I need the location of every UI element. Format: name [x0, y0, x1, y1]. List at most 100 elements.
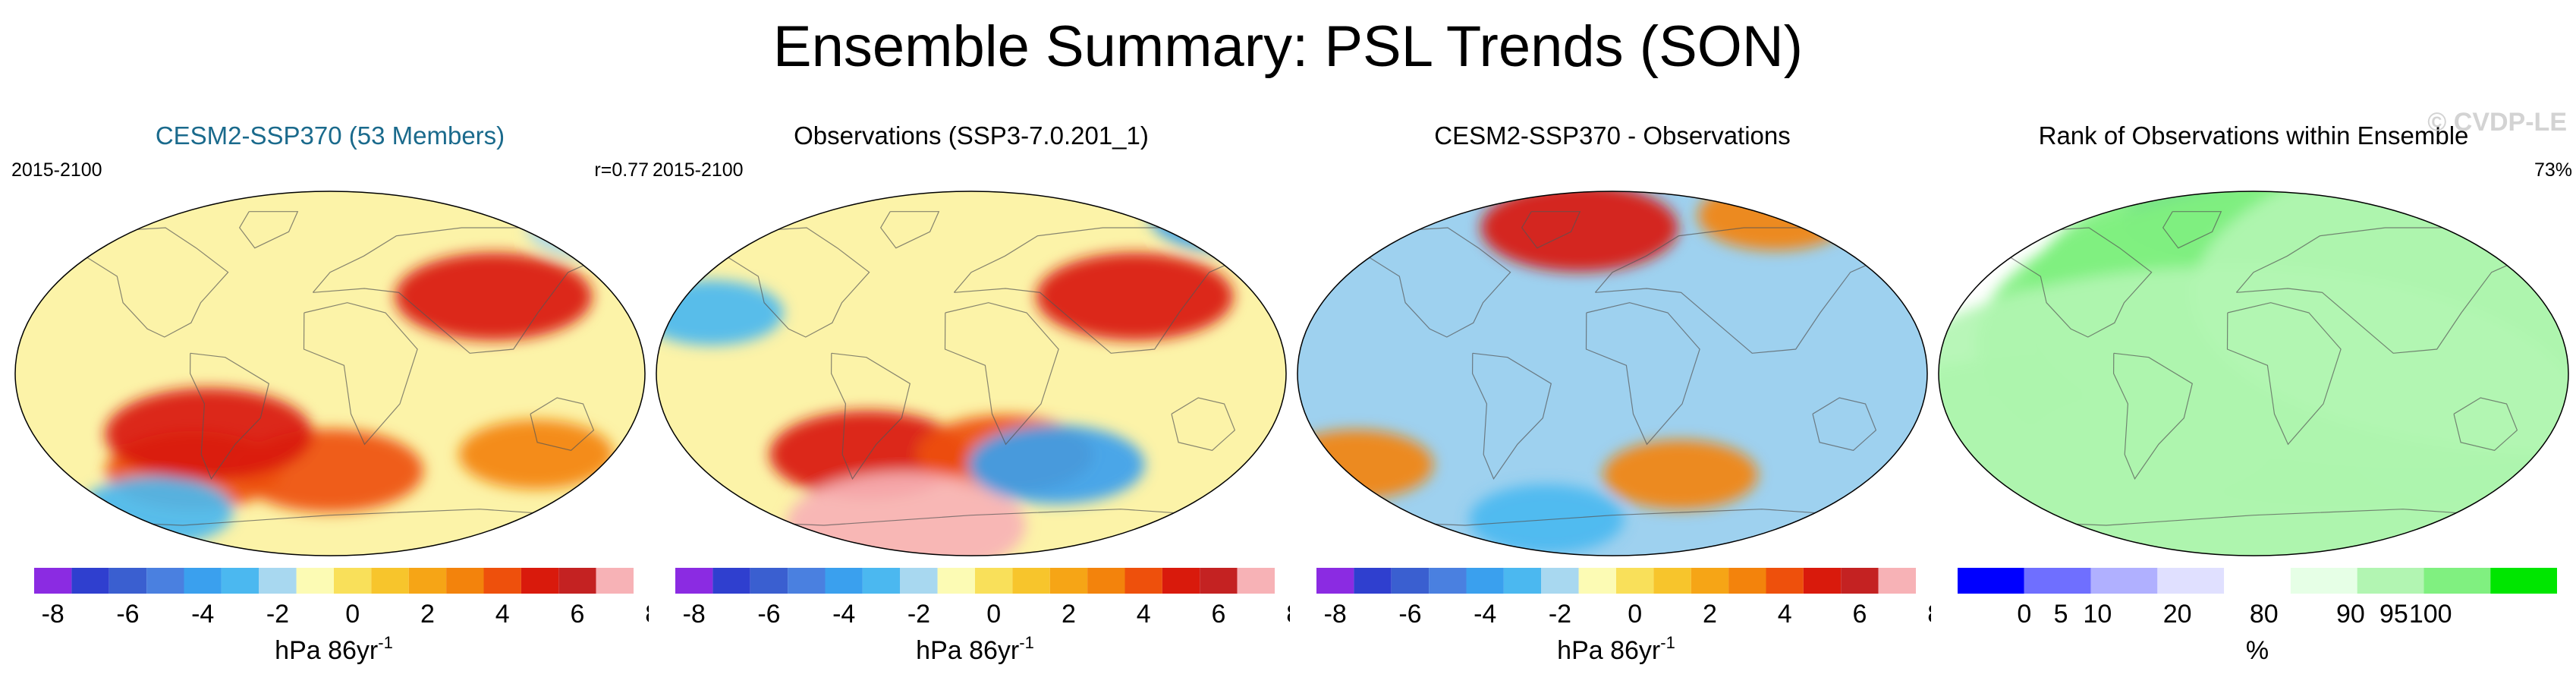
- figure-title: Ensemble Summary: PSL Trends (SON): [772, 14, 1804, 79]
- field-anomaly: [1603, 440, 1758, 510]
- colorbar-swatch: [1012, 568, 1050, 594]
- field-anomaly: [395, 252, 593, 341]
- field-anomaly: [78, 476, 234, 547]
- colorbar-swatch: [408, 568, 447, 594]
- colorbar-swatch: [712, 568, 750, 594]
- colorbar-swatch: [296, 568, 334, 594]
- colorbar-swatch: [2357, 568, 2424, 594]
- colorbar-swatch: [2024, 568, 2091, 594]
- colorbar-swatch: [334, 568, 372, 594]
- colorbar-swatch: [146, 568, 184, 594]
- colorbar-swatch: [675, 568, 713, 594]
- colorbar-swatch: [259, 568, 297, 594]
- colorbar-tick-label: 0: [1628, 600, 1642, 629]
- colorbar-swatch: [1578, 568, 1616, 594]
- colorbar-swatch: [1503, 568, 1542, 594]
- field-anomaly: [1939, 266, 2568, 556]
- colorbar-swatch: [109, 568, 147, 594]
- map-field: [656, 191, 1286, 556]
- panel-title: CESM2-SSP370 (53 Members): [155, 121, 505, 150]
- colorbar-tick-label: 8: [1286, 600, 1290, 629]
- colorbar-tick-label: 100: [2409, 600, 2452, 629]
- coastlines: [33, 211, 627, 526]
- colorbar-tick-label: 2: [1062, 600, 1076, 629]
- colorbar-tick-label: -2: [266, 600, 289, 629]
- panel-title: CESM2-SSP370 - Observations: [1434, 121, 1791, 150]
- colorbar-swatch: [1803, 568, 1842, 594]
- colorbar-tick-label: -2: [907, 600, 930, 629]
- colorbar-tick-label: -4: [832, 600, 855, 629]
- panel-rank: Rank of Observations within Ensemble 73%…: [1935, 114, 2572, 676]
- panel-title: Observations (SSP3-7.0.201_1): [794, 121, 1149, 150]
- map-border: [1297, 191, 1928, 556]
- colorbar-swatch: [1124, 568, 1162, 594]
- globe-map: [1297, 191, 1928, 556]
- colorbar-swatch: [2490, 568, 2557, 594]
- colorbar-swatch: [1200, 568, 1238, 594]
- colorbar-tick-label: 90: [2336, 600, 2365, 629]
- colorbar-tick-label: 95: [2379, 600, 2408, 629]
- colorbar-units: hPa 86yr-1: [1557, 633, 1675, 665]
- field-anomaly: [1480, 191, 1678, 272]
- colorbar-swatch: [1237, 568, 1275, 594]
- colorbar-tick-label: -8: [683, 600, 706, 629]
- colorbar-tick-label: 8: [1927, 600, 1931, 629]
- colorbar-swatch: [862, 568, 901, 594]
- colorbar-swatch: [221, 568, 259, 594]
- map-border: [14, 191, 646, 556]
- field-anomaly: [105, 388, 313, 481]
- colorbar-units: %: [2246, 636, 2269, 665]
- colorbar-tick-label: 4: [1778, 600, 1792, 629]
- colorbar: -8 -6 -4 -2 0 2 4 6 8 hPa 86yr-1: [675, 568, 1290, 665]
- period-label: 2015-2100: [11, 159, 102, 181]
- colorbar-tick-label: 0: [986, 600, 1001, 629]
- colorbar-tick-label: -4: [1474, 600, 1496, 629]
- colorbar-swatch: [184, 568, 222, 594]
- colorbar-tick-label: 4: [1137, 600, 1151, 629]
- colorbar: -8 -6 -4 -2 0 2 4 6 8 hPa 86yr-1: [34, 568, 649, 665]
- colorbar-swatch: [1878, 568, 1916, 594]
- colorbar-swatch: [1841, 568, 1879, 594]
- field-anomaly: [458, 419, 614, 490]
- colorbar-tick-label: -8: [1324, 600, 1347, 629]
- colorbar-swatch: [1616, 568, 1654, 594]
- map-border: [1938, 191, 2569, 556]
- field-anomaly: [1469, 484, 1625, 554]
- colorbar-swatch: [446, 568, 484, 594]
- colorbar-swatch: [2290, 568, 2357, 594]
- colorbar-swatch: [1316, 568, 1354, 594]
- colorbar-tick-label: -6: [116, 600, 139, 629]
- map-field: [1939, 191, 2568, 556]
- colorbar-swatch: [788, 568, 826, 594]
- colorbar-tick-label: 5: [2054, 600, 2068, 629]
- panel-observations: Observations (SSP3-7.0.201_1) 2015-2100 …: [653, 114, 1290, 676]
- colorbar-swatch: [1391, 568, 1430, 594]
- colorbar-tick-label: 6: [1852, 600, 1867, 629]
- map-field: [15, 191, 645, 556]
- colorbar: 0 5 10 20 80 90 95 100%: [1958, 568, 2557, 665]
- colorbar-swatch: [1087, 568, 1125, 594]
- colorbar-tick-label: 80: [2250, 600, 2279, 629]
- colorbar-tick-label: 2: [420, 600, 435, 629]
- colorbar-tick-label: -8: [42, 600, 64, 629]
- globe-map: [14, 191, 646, 556]
- colorbar-tick-label: -6: [757, 600, 780, 629]
- colorbar-tick-label: 8: [645, 600, 649, 629]
- colorbar-swatch: [2090, 568, 2158, 594]
- correlation-label: r=0.77: [594, 159, 649, 181]
- colorbar-swatch: [71, 568, 109, 594]
- colorbar-swatch: [1691, 568, 1729, 594]
- panel-ensemble: CESM2-SSP370 (53 Members) 2015-2100 r=0.…: [11, 114, 649, 676]
- colorbar-swatch: [521, 568, 559, 594]
- colorbar-swatch: [1466, 568, 1504, 594]
- colorbar-swatch: [1049, 568, 1088, 594]
- colorbar-tick-label: -4: [191, 600, 214, 629]
- colorbar-swatch: [1429, 568, 1467, 594]
- colorbar-swatch: [1354, 568, 1392, 594]
- colorbar-tick-label: -2: [1549, 600, 1571, 629]
- period-label: 2015-2100: [653, 159, 744, 181]
- colorbar-swatch: [596, 568, 634, 594]
- colorbar-tick-label: 6: [1211, 600, 1225, 629]
- colorbar-tick-label: 20: [2163, 600, 2192, 629]
- globe-map: [1938, 191, 2569, 556]
